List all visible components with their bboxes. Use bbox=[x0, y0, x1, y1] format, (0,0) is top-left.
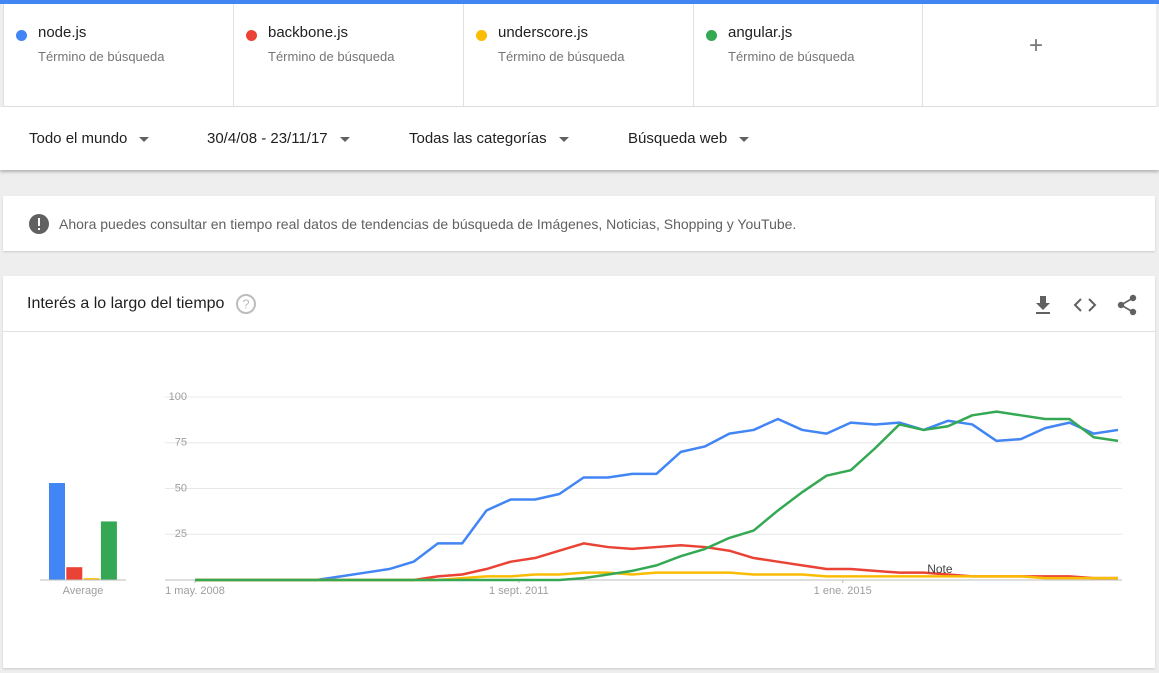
term-subtitle: Término de búsqueda bbox=[728, 49, 855, 64]
card-title: Interés a lo largo del tiempo bbox=[27, 295, 225, 312]
notice-text: Ahora puedes consultar en tiempo real da… bbox=[59, 216, 797, 232]
term-name: node.js bbox=[38, 24, 87, 41]
x-tick-label: 1 sept. 2011 bbox=[489, 585, 549, 597]
term-subtitle: Término de búsqueda bbox=[268, 49, 395, 64]
filter-dropdown[interactable]: Todo el mundo bbox=[29, 130, 149, 147]
x-tick-label: 1 may. 2008 bbox=[165, 585, 225, 597]
download-icon[interactable] bbox=[1036, 296, 1050, 314]
plus-icon: + bbox=[1029, 32, 1044, 59]
average-bar bbox=[49, 483, 65, 580]
term-card[interactable]: node.js Término de búsqueda bbox=[3, 4, 233, 106]
term-name: angular.js bbox=[728, 24, 793, 41]
term-card[interactable]: backbone.js Término de búsqueda bbox=[233, 4, 463, 106]
embed-icon[interactable] bbox=[1073, 298, 1097, 312]
filter-dropdown[interactable]: Todas las categorías bbox=[409, 130, 569, 147]
y-tick-label: 100 bbox=[169, 391, 187, 403]
term-dot bbox=[16, 30, 27, 41]
chart-card: Interés a lo largo del tiempo ? bbox=[3, 276, 1155, 668]
card-actions bbox=[1036, 294, 1137, 316]
term-dot bbox=[476, 30, 487, 41]
series-line bbox=[195, 417, 1119, 582]
filter-dropdown[interactable]: 30/4/08 - 23/11/17 bbox=[207, 130, 350, 147]
x-tick-label: 1 ene. 2015 bbox=[814, 585, 872, 597]
series-line bbox=[195, 542, 1118, 582]
series-line bbox=[195, 410, 1119, 582]
average-bar bbox=[83, 578, 100, 580]
term-subtitle: Término de búsqueda bbox=[38, 49, 165, 64]
help-icon[interactable]: ? bbox=[235, 293, 257, 315]
chart: 25 50 75 100 1 may. 2008 1 sept. 2011 1 ene. 2… bbox=[40, 391, 1122, 597]
separator bbox=[3, 331, 1155, 332]
average-bar bbox=[66, 567, 83, 580]
add-term[interactable]: + bbox=[922, 4, 1156, 106]
info-icon bbox=[29, 214, 49, 234]
share-icon[interactable] bbox=[1117, 294, 1137, 316]
y-tick-label: 25 bbox=[175, 528, 187, 540]
term-dot bbox=[246, 30, 257, 41]
top-bar bbox=[0, 0, 1159, 4]
term-name: backbone.js bbox=[268, 24, 349, 41]
average-bar bbox=[100, 521, 117, 580]
notice-card: Ahora puedes consultar en tiempo real da… bbox=[3, 196, 1155, 251]
search-terms: + node.js Término de búsqueda backbone.js T… bbox=[3, 4, 1156, 107]
term-card[interactable]: angular.js Término de búsqueda bbox=[693, 4, 923, 106]
term-subtitle: Término de búsqueda bbox=[498, 49, 625, 64]
term-dot bbox=[706, 30, 717, 41]
svg-text:?: ? bbox=[242, 296, 249, 311]
term-card[interactable]: underscore.js Término de búsqueda bbox=[463, 4, 693, 106]
y-tick-label: 50 bbox=[175, 482, 187, 494]
annotation: Note bbox=[927, 562, 953, 576]
filter-bar: Todo el mundo 30/4/08 - 23/11/17 Todas las… bbox=[0, 107, 1159, 170]
term-name: underscore.js bbox=[498, 24, 589, 41]
y-tick-label: 75 bbox=[175, 437, 187, 449]
filter-dropdown[interactable]: Búsqueda web bbox=[628, 130, 749, 147]
average-label: Average bbox=[63, 585, 104, 597]
